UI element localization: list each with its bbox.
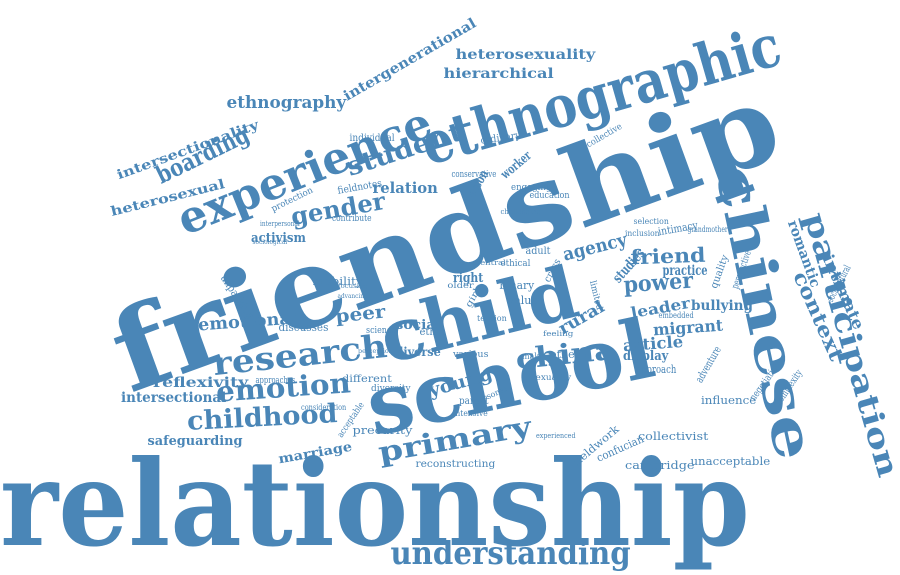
word-ethnography: ethnography [225,92,346,113]
word-embedded: embedded [658,311,694,320]
word-practice: practice [662,263,708,279]
word-parent: parent [458,396,489,407]
word-cambridge: cambridge [625,458,695,472]
word-safeguarding: safeguarding [147,433,243,449]
word-adventure: adventure [692,343,724,385]
word-selection: selection [633,217,669,226]
word-various: various [452,349,488,360]
word-contribute: contribute [331,213,372,224]
word-challenging: challenging [499,207,541,216]
word-approach: approach [636,362,677,376]
word-hierarchical: hierarchical [442,66,554,82]
word-unacceptable: unacceptable [689,454,770,468]
word-focusing: focusing [338,283,368,290]
word-central: central [474,258,506,267]
word-activism: activism [250,230,306,246]
word-making: making [522,352,553,361]
word-ethical: ethical [499,258,530,269]
word-engaging: engaging [511,182,552,193]
word-display: display [622,348,668,364]
word-bullying: bullying [690,298,754,314]
word-feeling: feeling [542,329,574,338]
word-sexuality: sexuality [530,373,572,382]
word-influence: influence [700,393,756,407]
word-right: right [453,270,484,286]
word-experienced: experienced [535,431,576,440]
word-perception: perception [357,348,393,355]
word-consideration: consideration [300,403,346,412]
word-reflexivity: reflexivity [152,375,248,391]
word-older: older [446,281,474,290]
word-binary: binary [499,278,535,292]
word-different: different [342,374,392,385]
word-heterosexuality: heterosexuality [455,47,595,63]
word-diverse: diverse [395,345,441,359]
word-advancing: advancing [336,293,368,300]
word-diversity: diversity [371,383,411,394]
word-individual: individual [349,133,395,144]
word-intersectional: intersectional [120,390,226,406]
word-reconstructing: reconstructing [414,459,495,470]
word-precarity: precarity [352,423,412,437]
word-adult: adult [525,246,551,257]
word-approaches: approaches [254,375,295,386]
word-discusses: discusses [278,320,328,334]
word-conservative: conservative [451,169,497,180]
word-education: education [528,190,570,201]
word-understanding: understanding [389,534,631,572]
word-science: science [366,325,397,336]
word-value: value [508,293,538,307]
word-intensive: intensive [452,409,488,418]
word-interpersonal: interpersonal [259,219,300,228]
word-grandmother: grandmother [687,225,728,234]
word-sociological: sociological [252,239,288,246]
word-mobility: mobility [311,274,363,288]
word-relation: relation [372,178,438,197]
word-other: other [550,347,580,361]
word-inclusion: inclusion [624,229,660,238]
word-peer: peer [333,301,386,328]
word-ethic: ethic [419,327,445,338]
word-social: social [395,317,441,333]
word-tension: tension [477,314,507,323]
word-collectivist: collectivist [637,429,709,443]
word-relationship: relationship [0,434,750,573]
